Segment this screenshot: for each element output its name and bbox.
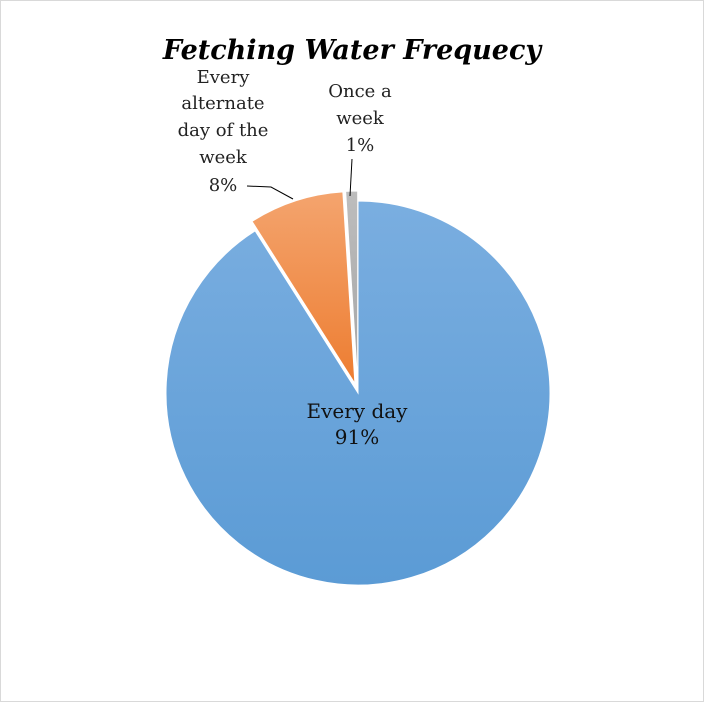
- slice-label-name-every-day: Every day: [307, 399, 409, 423]
- slice-label-name-alternate-line-1: Every: [197, 67, 251, 88]
- pie-slice-every-day: [165, 200, 551, 586]
- slice-label-name-once-line-2: week: [336, 108, 385, 129]
- slice-label-name-alternate-line-4: week: [199, 147, 248, 168]
- slice-label-name-alternate-line-3: day of the: [178, 120, 269, 141]
- pie-slices: [165, 190, 551, 586]
- leader-line-alternate: [246, 185, 294, 200]
- chart-title: Fetching Water Frequecy: [162, 35, 544, 66]
- leader-line-once: [349, 158, 353, 197]
- slice-label-value-alternate: 8%: [209, 175, 238, 196]
- pie-slice-every-alternate-day-of-the-week: [251, 191, 356, 384]
- slice-label-value-every-day: 91%: [335, 425, 379, 449]
- slice-label-name-alternate-line-2: alternate: [181, 93, 264, 114]
- pie-slice-once-a-week: [345, 190, 359, 384]
- slice-label-value-once: 1%: [346, 135, 375, 156]
- slice-label-name-once-line-1: Once a: [328, 81, 392, 102]
